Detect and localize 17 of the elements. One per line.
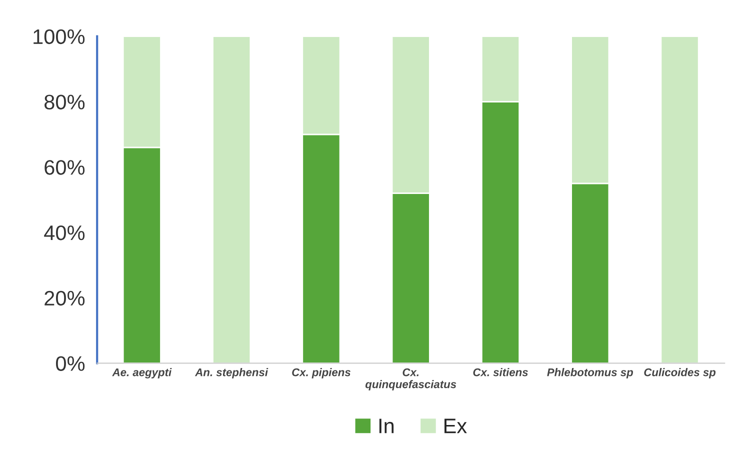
legend-label: In xyxy=(379,418,394,434)
y-tick-label: 40% xyxy=(44,225,85,240)
x-tick-label: Ae. aegypti xyxy=(112,368,172,378)
x-tick-label: Cx. quinquefasciatus xyxy=(365,368,456,390)
legend-label: Ex xyxy=(444,418,467,434)
x-tick-label: Cx. pipiens xyxy=(292,368,350,378)
y-tick-label: 60% xyxy=(44,160,85,175)
x-tick-label: Culicoides sp xyxy=(644,368,716,378)
y-tick-label: 80% xyxy=(44,94,85,110)
bar xyxy=(660,36,700,364)
y-tick-label: 100% xyxy=(34,29,85,44)
x-tick-label: Cx. sitiens xyxy=(473,368,528,376)
y-tick-label: 0% xyxy=(56,356,85,371)
bar xyxy=(212,36,252,364)
y-tick-label: 20% xyxy=(44,290,85,306)
x-tick-label: Phlebotomus sp xyxy=(547,368,633,378)
x-tick-label: An. stephensi xyxy=(194,368,268,378)
